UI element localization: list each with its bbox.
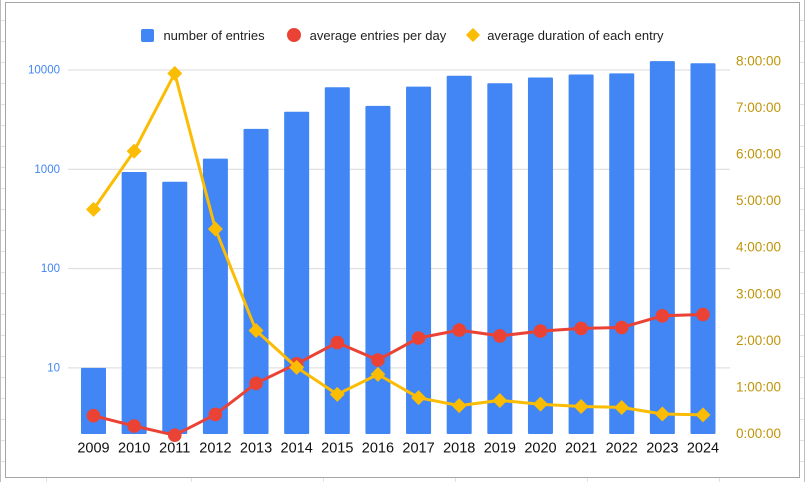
duration-point-2018[interactable] [451, 398, 467, 414]
avg-entries-point-2012[interactable] [208, 407, 223, 422]
x-axis-tick-label: 2013 [240, 440, 272, 456]
legend-item-number-of-entries[interactable]: number of entries [141, 27, 265, 43]
avg-entries-point-2023[interactable] [655, 309, 670, 323]
x-axis-tick-label: 2019 [484, 440, 516, 456]
duration-point-2019[interactable] [492, 392, 508, 408]
avg-entries-point-2021[interactable] [574, 321, 588, 336]
duration-point-2012[interactable] [207, 221, 223, 237]
right-axis-tick-label: 4:00:00 [736, 240, 781, 255]
avg-entries-point-2020[interactable] [533, 324, 548, 338]
duration-point-2015[interactable] [329, 386, 345, 402]
avg-entries-point-2009[interactable] [86, 408, 101, 423]
avg-entries-point-2024[interactable] [696, 307, 710, 322]
legend-label: average entries per day [309, 27, 447, 43]
x-axis-tick-label: 2017 [402, 440, 434, 456]
bar-2011[interactable] [162, 181, 188, 434]
avg-entries-point-2022[interactable] [614, 320, 629, 335]
bar-2016[interactable] [365, 105, 391, 435]
right-axis-tick-label: 5:00:00 [736, 193, 781, 208]
x-axis-tick-label: 2020 [524, 440, 556, 456]
bar-2020[interactable] [527, 77, 553, 434]
left-axis-tick-label: 100 [41, 263, 60, 275]
bar-2009[interactable] [81, 367, 106, 434]
bar-2015[interactable] [324, 87, 350, 434]
bar-2019[interactable] [487, 83, 513, 435]
bar-2021[interactable] [568, 74, 594, 435]
avg-entries-point-2018[interactable] [452, 323, 466, 337]
duration-point-2023[interactable] [654, 406, 670, 422]
legend-label: average duration of each entry [487, 27, 664, 43]
duration-point-2020[interactable] [532, 396, 548, 412]
legend-circle-icon [286, 28, 301, 42]
duration-point-2011[interactable] [167, 65, 183, 81]
x-axis-tick-label: 2012 [199, 440, 231, 456]
legend-label: number of entries [163, 27, 265, 43]
avg-entries-point-2019[interactable] [493, 329, 507, 343]
right-axis-tick-label: 0:00:00 [736, 426, 781, 441]
right-axis-tick-label: 2:00:00 [736, 333, 781, 348]
duration-point-2024[interactable] [695, 407, 711, 423]
x-axis-tick-label: 2021 [565, 440, 597, 456]
avg-entries-point-2015[interactable] [330, 335, 345, 350]
bar-2018[interactable] [446, 75, 472, 434]
avg-entries-point-2013[interactable] [249, 376, 263, 391]
x-axis-tick-label: 2016 [362, 440, 394, 456]
avg-entries-point-2011[interactable] [167, 428, 182, 443]
bar-2024[interactable] [690, 63, 716, 434]
x-axis-tick-label: 2024 [687, 440, 719, 456]
bar-2014[interactable] [284, 111, 310, 435]
bar-2023[interactable] [649, 61, 675, 435]
left-axis-tick-label: 10000 [28, 65, 60, 77]
duration-point-2010[interactable] [126, 143, 142, 159]
right-axis-tick-label: 7:00:00 [736, 100, 781, 115]
sheet-right-gridline-strip [800, 0, 805, 482]
bar-2012[interactable] [202, 158, 228, 434]
left-axis-tick-label: 1000 [34, 164, 60, 176]
left-axis-tick-label: 10 [47, 362, 60, 374]
duration-point-2016[interactable] [370, 366, 386, 382]
right-axis-tick-label: 1:00:00 [736, 379, 781, 394]
legend-diamond-icon [466, 27, 481, 43]
legend-square-icon [141, 28, 155, 42]
x-axis-tick-label: 2018 [443, 440, 475, 456]
sheet-left-gridline-strip [0, 0, 5, 482]
avg-entries-point-2010[interactable] [127, 419, 141, 433]
bar-2010[interactable] [121, 171, 147, 435]
duration-point-2009[interactable] [86, 201, 101, 217]
chart-legend: number of entries average entries per da… [5, 26, 800, 44]
x-axis-tick-label: 2022 [606, 440, 638, 456]
sheet-left-edge-line [0, 0, 1, 482]
duration-point-2022[interactable] [614, 399, 630, 415]
x-axis-tick-label: 2023 [646, 440, 678, 456]
duration-point-2021[interactable] [573, 399, 589, 415]
right-axis-tick-label: 6:00:00 [736, 146, 781, 161]
x-axis-tick-label: 2014 [281, 440, 313, 456]
sheet-bottom-gridline-strip [0, 478, 805, 482]
bar-2017[interactable] [406, 86, 432, 434]
x-axis-tick-label: 2009 [77, 440, 109, 456]
x-axis-tick-label: 2010 [118, 440, 150, 456]
bar-2022[interactable] [609, 73, 635, 435]
legend-item-average-duration[interactable]: average duration of each entry [466, 27, 664, 43]
avg-entries-point-2017[interactable] [411, 331, 426, 345]
duration-line [92, 71, 705, 417]
avg-entries-line [92, 313, 705, 437]
bar-2013[interactable] [243, 128, 269, 435]
right-axis-tick-label: 8:00:00 [736, 53, 781, 68]
duration-point-2013[interactable] [248, 323, 264, 339]
duration-point-2017[interactable] [411, 390, 427, 406]
x-axis-tick-label: 2015 [321, 440, 353, 456]
avg-entries-point-2016[interactable] [371, 353, 385, 367]
duration-point-2014[interactable] [289, 359, 305, 375]
x-axis-tick-label: 2011 [159, 440, 190, 456]
right-axis-tick-label: 3:00:00 [736, 286, 781, 301]
legend-item-average-entries-per-day[interactable]: average entries per day [286, 27, 447, 43]
